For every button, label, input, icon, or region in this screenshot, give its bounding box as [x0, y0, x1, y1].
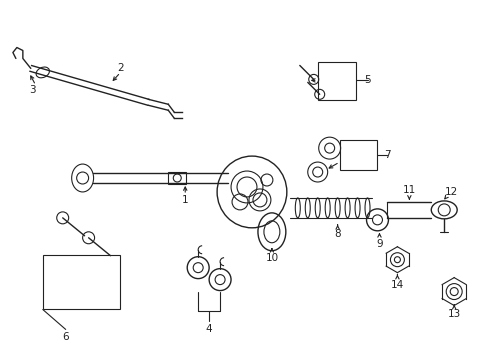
Text: 13: 13	[447, 310, 460, 319]
Text: 11: 11	[402, 185, 415, 195]
Text: 1: 1	[182, 195, 188, 205]
Text: 10: 10	[265, 253, 278, 263]
Text: 8: 8	[334, 229, 340, 239]
Text: 9: 9	[375, 239, 382, 249]
Text: 7: 7	[384, 150, 390, 160]
Text: 4: 4	[205, 324, 212, 334]
Text: 6: 6	[62, 332, 69, 342]
Bar	[317, 62, 355, 100]
Text: 2: 2	[117, 63, 123, 73]
Bar	[42, 255, 120, 310]
Text: 3: 3	[29, 85, 36, 95]
Text: 14: 14	[390, 280, 403, 289]
Bar	[339, 140, 377, 170]
Text: 5: 5	[364, 75, 370, 85]
Bar	[168, 172, 186, 184]
Text: 12: 12	[444, 187, 457, 197]
